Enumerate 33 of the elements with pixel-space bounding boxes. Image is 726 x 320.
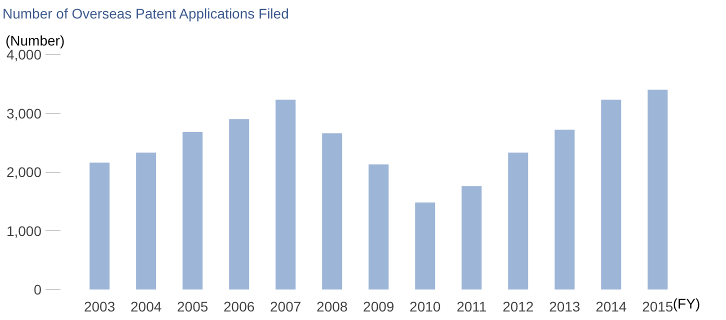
x-tick-label: 2005 <box>177 298 208 314</box>
x-tick-label: 2008 <box>316 298 348 314</box>
x-tick-label: 2013 <box>549 298 580 314</box>
x-tick-label: 2003 <box>84 298 116 314</box>
bar <box>90 162 110 290</box>
bar <box>368 164 389 290</box>
x-tick-label: 2014 <box>596 298 627 314</box>
x-tick-label: 2011 <box>456 298 487 314</box>
bar <box>276 100 296 290</box>
y-tick-label: 3,000 <box>6 105 42 122</box>
bar <box>229 119 250 290</box>
x-tick-label: 2006 <box>224 298 255 314</box>
x-tick-label: 2004 <box>130 298 162 314</box>
y-axis-title: (Number) <box>6 32 65 48</box>
bar <box>601 100 622 290</box>
x-tick-label: 2009 <box>363 298 394 314</box>
bar <box>136 152 156 290</box>
chart-title: Number of Overseas Patent Applications Filed <box>2 6 289 22</box>
x-tick-label: 2015 <box>642 298 674 314</box>
y-tick-label: 2,000 <box>6 164 42 180</box>
bar <box>462 186 482 290</box>
bar <box>322 133 342 290</box>
bar <box>554 130 575 290</box>
bar <box>415 202 436 290</box>
bar <box>648 90 668 290</box>
y-tick-label: 0 <box>34 282 42 298</box>
x-tick-label: 2010 <box>410 298 441 314</box>
bar <box>508 152 528 290</box>
bar <box>182 132 203 290</box>
x-tick-label: 2012 <box>502 298 534 314</box>
x-axis-title: (FY) <box>672 296 700 312</box>
x-tick-label: 2007 <box>270 298 302 314</box>
y-tick-label: 1,000 <box>6 222 42 239</box>
